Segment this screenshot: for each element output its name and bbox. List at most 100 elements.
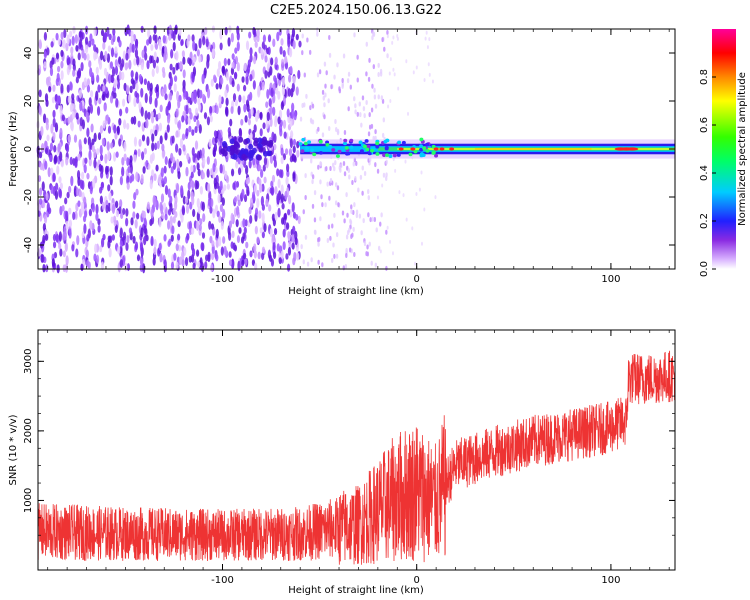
noise-blob	[285, 253, 289, 260]
noise-blob	[287, 39, 291, 48]
noise-blob	[119, 227, 123, 237]
noise-blob	[217, 193, 221, 204]
noise-blob	[334, 200, 338, 206]
noise-blob	[255, 112, 259, 123]
noise-blob	[363, 171, 367, 177]
noise-blob	[266, 111, 270, 122]
noise-blob	[374, 129, 377, 135]
spectrogram-y-ticks: -40 -20 0 20 40	[23, 47, 675, 253]
noise-blob	[375, 227, 378, 233]
noise-blob	[172, 216, 176, 224]
noise-blob	[303, 72, 306, 78]
noise-blob	[169, 63, 173, 71]
noise-blob	[72, 25, 76, 34]
noise-blob	[194, 126, 198, 134]
noise-blob	[316, 72, 320, 78]
noise-blob	[104, 50, 108, 61]
noise-blob	[293, 111, 297, 121]
noise-blob	[172, 30, 176, 41]
noise-blob	[118, 56, 122, 65]
noise-blob	[290, 108, 295, 119]
noise-blob	[227, 126, 231, 135]
carrier-blob	[248, 143, 254, 150]
noise-blob	[149, 82, 153, 92]
x-tick-label: 100	[601, 274, 620, 285]
noise-blob	[336, 128, 340, 134]
noise-blob	[68, 185, 72, 194]
noise-blob	[50, 123, 54, 134]
noise-blob	[284, 190, 288, 201]
noise-blob	[84, 36, 89, 46]
noise-blob	[149, 55, 153, 64]
noise-blob	[329, 165, 332, 171]
noise-blob	[247, 118, 251, 126]
noise-blob	[328, 52, 332, 58]
noise-blob	[365, 71, 368, 77]
noise-blob	[215, 181, 220, 189]
noise-blob	[210, 263, 214, 272]
noise-blob	[371, 83, 374, 89]
noise-blob	[302, 209, 305, 215]
noise-blob	[140, 227, 144, 238]
noise-blob	[371, 216, 374, 222]
noise-blob	[153, 196, 157, 208]
noise-blob	[210, 78, 214, 87]
noise-blob	[346, 212, 349, 218]
noise-blob	[134, 219, 138, 229]
noise-blob	[383, 46, 386, 52]
noise-blob	[141, 151, 145, 161]
noise-blob	[132, 235, 136, 244]
noise-blob	[60, 60, 64, 69]
noise-blob	[337, 202, 340, 208]
noise-blob	[229, 118, 233, 127]
noise-blob	[343, 129, 347, 135]
noise-blob	[426, 45, 429, 50]
noise-blob	[41, 181, 45, 192]
noise-blob	[55, 52, 60, 60]
noise-blob	[202, 35, 206, 46]
noise-blob	[261, 204, 265, 211]
spectrogram-marks	[36, 24, 675, 274]
colorbar-tick-label: 0.8	[699, 69, 710, 85]
x-tick-label: -100	[211, 575, 234, 586]
carrier-speckle	[303, 141, 308, 146]
noise-blob	[206, 58, 210, 69]
noise-blob	[219, 204, 224, 213]
noise-blob	[262, 164, 266, 172]
noise-blob	[240, 118, 244, 126]
noise-blob	[269, 187, 273, 194]
carrier-blob	[256, 154, 262, 161]
noise-blob	[221, 65, 225, 74]
noise-blob	[60, 49, 64, 57]
noise-blob	[183, 89, 187, 98]
noise-blob	[230, 212, 234, 223]
noise-blob	[262, 122, 266, 130]
noise-blob	[204, 261, 208, 270]
noise-blob	[243, 194, 248, 203]
noise-blob	[377, 72, 380, 78]
noise-blob	[125, 106, 129, 114]
carrier-speckle	[422, 146, 427, 151]
noise-blob	[100, 170, 104, 179]
noise-blob	[65, 42, 69, 52]
noise-blob	[365, 41, 368, 47]
noise-blob	[77, 176, 81, 187]
noise-blob	[135, 171, 139, 182]
noise-blob	[59, 248, 63, 257]
carrier-speckle	[384, 145, 389, 150]
noise-blob	[187, 189, 191, 200]
noise-blob	[389, 98, 392, 103]
noise-blob	[356, 111, 359, 117]
noise-blob	[431, 79, 434, 84]
noise-blob	[174, 24, 178, 35]
noise-blob	[220, 220, 224, 230]
noise-blob	[257, 251, 261, 260]
noise-blob	[40, 125, 44, 137]
noise-blob	[78, 89, 82, 99]
noise-blob	[260, 47, 264, 56]
noise-blob	[181, 206, 186, 216]
noise-blob	[60, 83, 64, 94]
carrier-speckle	[342, 141, 347, 146]
noise-blob	[237, 167, 242, 176]
noise-blob	[221, 197, 225, 206]
